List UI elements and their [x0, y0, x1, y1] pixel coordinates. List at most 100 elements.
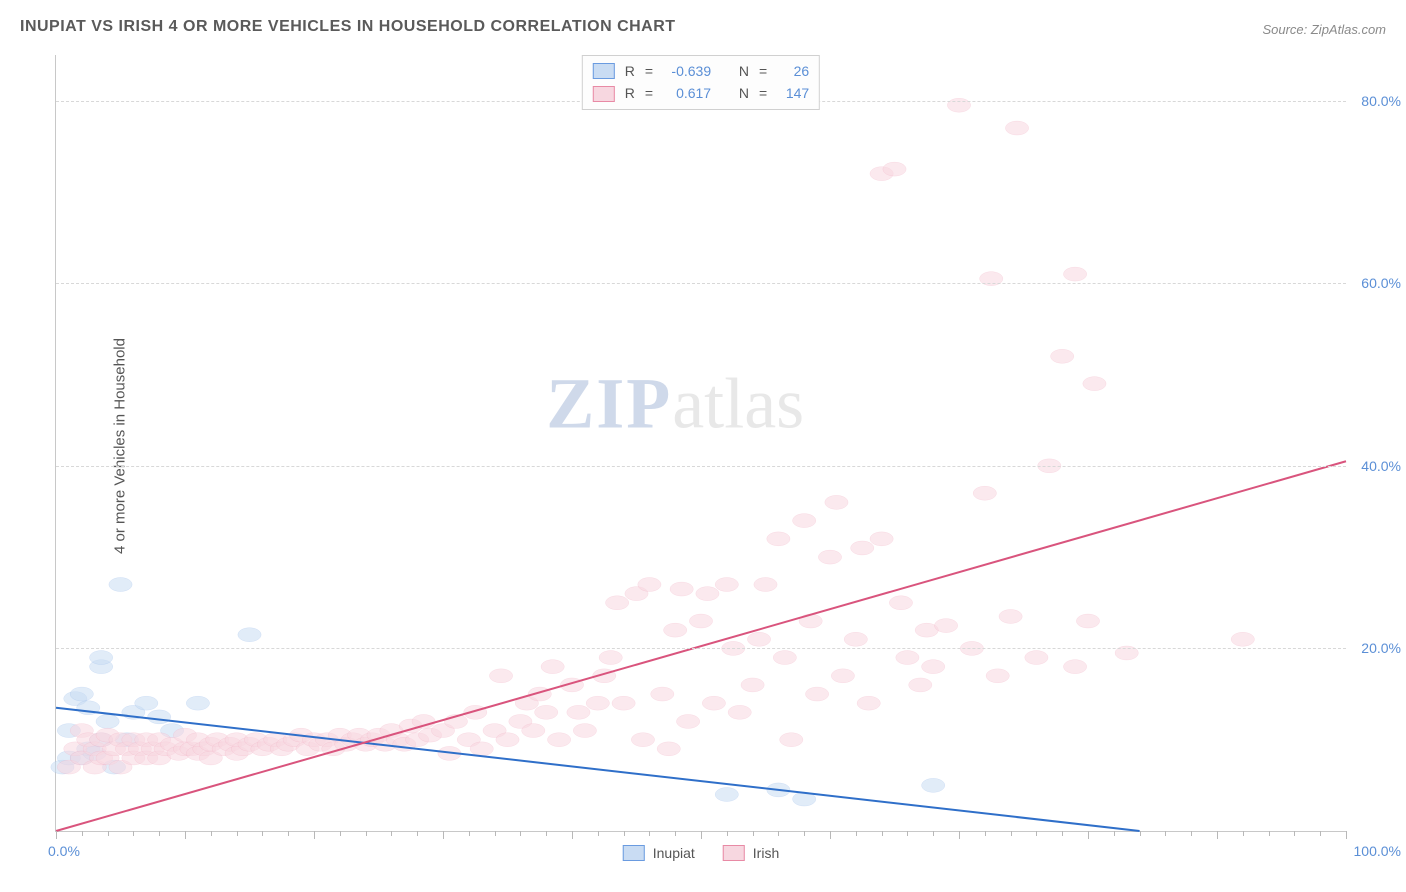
scatter-point-irish — [573, 724, 596, 738]
scatter-point-irish — [934, 619, 957, 633]
scatter-point-irish — [631, 733, 654, 747]
trend-line-inupiat — [56, 708, 1140, 831]
scatter-point-irish — [780, 733, 803, 747]
scatter-point-irish — [657, 742, 680, 756]
x-tick-mark — [417, 831, 418, 836]
x-tick-mark — [288, 831, 289, 836]
scatter-point-irish — [489, 669, 512, 683]
x-tick-mark — [159, 831, 160, 836]
x-tick-mark — [469, 831, 470, 836]
legend-item-inupiat: Inupiat — [623, 845, 695, 861]
x-tick-100: 100.0% — [1354, 843, 1401, 859]
scatter-point-irish — [535, 705, 558, 719]
x-tick-mark — [520, 831, 521, 836]
scatter-point-irish — [986, 669, 1009, 683]
scatter-point-irish — [973, 486, 996, 500]
stats-eq: = — [759, 60, 767, 82]
scatter-point-irish — [844, 632, 867, 646]
scatter-point-irish — [547, 733, 570, 747]
grid-line — [56, 648, 1346, 649]
x-tick-mark — [1140, 831, 1141, 836]
scatter-point-irish — [496, 733, 519, 747]
stats-R-label: R — [625, 60, 635, 82]
y-tick-label: 80.0% — [1361, 93, 1401, 109]
x-tick-mark — [56, 831, 57, 839]
stats-eq: = — [759, 82, 767, 104]
scatter-point-inupiat — [90, 651, 113, 665]
grid-line — [56, 283, 1346, 284]
scatter-point-irish — [825, 495, 848, 509]
scatter-point-irish — [470, 742, 493, 756]
x-tick-mark — [959, 831, 960, 839]
scatter-point-irish — [1083, 377, 1106, 391]
stats-swatch — [593, 86, 615, 102]
stats-R-label: R — [625, 82, 635, 104]
x-tick-mark — [572, 831, 573, 839]
x-tick-mark — [1320, 831, 1321, 836]
scatter-point-irish — [889, 596, 912, 610]
stats-N-label: N — [739, 82, 749, 104]
scatter-point-irish — [999, 609, 1022, 623]
x-tick-mark — [907, 831, 908, 836]
stats-N-value: 26 — [777, 60, 809, 82]
x-tick-mark — [391, 831, 392, 836]
x-tick-mark — [546, 831, 547, 836]
scatter-point-inupiat — [186, 696, 209, 710]
x-tick-mark — [933, 831, 934, 836]
legend-label-inupiat: Inupiat — [653, 845, 695, 861]
x-tick-mark — [314, 831, 315, 839]
scatter-point-irish — [728, 705, 751, 719]
scatter-point-irish — [831, 669, 854, 683]
x-tick-mark — [856, 831, 857, 836]
x-tick-mark — [443, 831, 444, 839]
x-tick-mark — [340, 831, 341, 836]
stats-R-value: 0.617 — [663, 82, 711, 104]
trend-line-irish — [56, 461, 1346, 831]
scatter-point-inupiat — [70, 687, 93, 701]
scatter-point-inupiat — [96, 714, 119, 728]
scatter-point-inupiat — [922, 778, 945, 792]
x-tick-mark — [185, 831, 186, 839]
x-tick-mark — [108, 831, 109, 836]
scatter-point-irish — [857, 696, 880, 710]
stats-eq: = — [645, 60, 653, 82]
scatter-point-irish — [754, 578, 777, 592]
stats-R-value: -0.639 — [663, 60, 711, 82]
scatter-point-irish — [1063, 267, 1086, 281]
legend-bottom: Inupiat Irish — [623, 845, 780, 861]
scatter-point-irish — [851, 541, 874, 555]
scatter-point-inupiat — [238, 628, 261, 642]
x-tick-mark — [778, 831, 779, 836]
source-label: Source: ZipAtlas.com — [1262, 22, 1386, 37]
scatter-point-irish — [896, 651, 919, 665]
plot-area: ZIPatlas 20.0%40.0%60.0%80.0% R=-0.639 N… — [55, 55, 1346, 832]
scatter-point-irish — [541, 660, 564, 674]
scatter-point-irish — [793, 514, 816, 528]
x-tick-mark — [262, 831, 263, 836]
x-tick-mark — [366, 831, 367, 836]
grid-line — [56, 466, 1346, 467]
stats-legend-box: R=-0.639 N=26R=0.617 N=147 — [582, 55, 820, 110]
scatter-point-irish — [1231, 632, 1254, 646]
scatter-point-irish — [1076, 614, 1099, 628]
x-tick-mark — [1165, 831, 1166, 836]
chart-container: INUPIAT VS IRISH 4 OR MORE VEHICLES IN H… — [0, 0, 1406, 892]
scatter-point-irish — [1063, 660, 1086, 674]
x-tick-mark — [1217, 831, 1218, 839]
stats-N-value: 147 — [777, 82, 809, 104]
x-tick-mark — [985, 831, 986, 836]
x-tick-mark — [804, 831, 805, 836]
scatter-point-inupiat — [135, 696, 158, 710]
legend-label-irish: Irish — [753, 845, 779, 861]
scatter-point-irish — [883, 162, 906, 176]
scatter-point-irish — [922, 660, 945, 674]
x-tick-mark — [1191, 831, 1192, 836]
scatter-point-irish — [567, 705, 590, 719]
y-tick-label: 20.0% — [1361, 640, 1401, 656]
x-tick-mark — [624, 831, 625, 836]
scatter-point-irish — [805, 687, 828, 701]
stats-eq: = — [645, 82, 653, 104]
swatch-inupiat — [623, 845, 645, 861]
x-tick-mark — [1011, 831, 1012, 836]
x-tick-mark — [133, 831, 134, 836]
